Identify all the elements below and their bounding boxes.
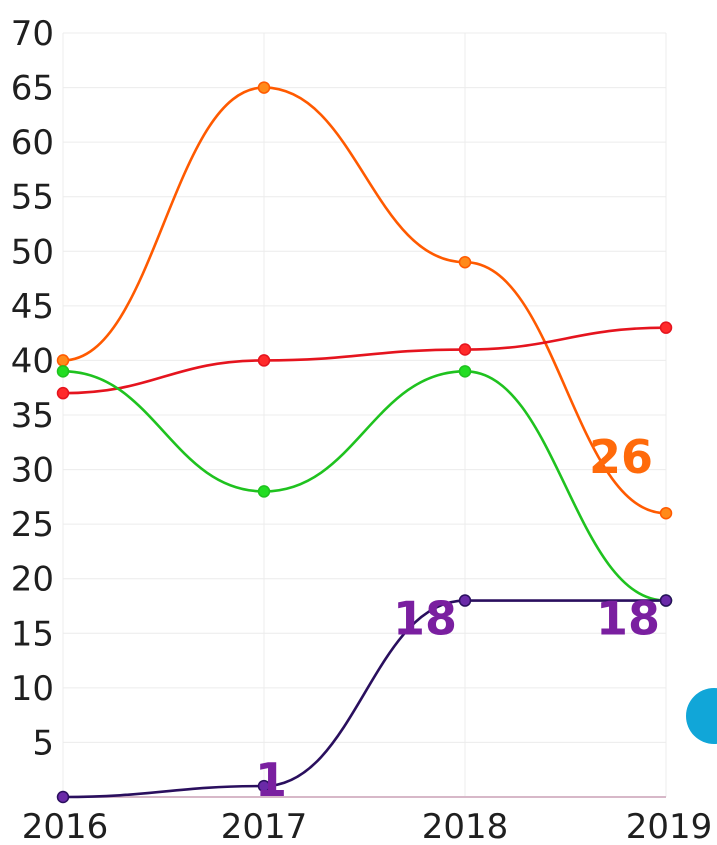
x-tick-label: 2016 [22, 807, 109, 845]
data-point [458, 343, 472, 356]
data-labels: 26 1 18 18 [255, 430, 660, 807]
y-tick-label: 10 [11, 669, 54, 709]
data-point [56, 790, 70, 804]
y-tick-label: 50 [11, 232, 54, 272]
y-tick-label: 55 [11, 178, 54, 218]
y-tick-label: 35 [11, 396, 54, 436]
markers [56, 81, 673, 804]
x-tick-label: 2017 [221, 807, 308, 845]
data-point [56, 386, 70, 400]
data-point [458, 594, 472, 607]
series-line [62, 370, 667, 602]
data-point [458, 365, 472, 378]
y-tick-label: 20 [11, 560, 54, 600]
y-tick-label: 40 [11, 341, 54, 381]
y-tick-label: 70 [11, 14, 54, 54]
data-label: 18 [596, 592, 660, 646]
data-point [257, 81, 271, 94]
data-point [56, 354, 70, 367]
data-point [56, 365, 70, 378]
y-tick-label: 60 [11, 123, 54, 163]
y-tick-label: 30 [11, 451, 54, 491]
y-tick-label: 25 [11, 505, 54, 545]
data-label: 18 [393, 592, 457, 646]
data-point [659, 321, 673, 334]
data-point [659, 506, 673, 520]
x-tick-label: 2019 [626, 807, 713, 845]
grid [62, 32, 667, 797]
data-label: 26 [589, 430, 653, 484]
series-line [62, 86, 667, 515]
series-line [62, 326, 667, 395]
y-tick-label: 45 [11, 287, 54, 327]
data-point [659, 594, 673, 607]
x-tick-label: 2018 [422, 807, 509, 845]
y-tick-label: 5 [32, 723, 54, 763]
floating-action-button[interactable] [686, 688, 717, 744]
data-point [257, 779, 271, 793]
series-lines [62, 86, 667, 799]
data-point [257, 354, 271, 367]
data-point [257, 485, 271, 498]
y-tick-label: 65 [11, 69, 54, 109]
data-point [458, 255, 472, 269]
series-line [62, 599, 666, 799]
y-tick-label: 15 [11, 614, 54, 654]
data-label: 1 [255, 753, 287, 807]
